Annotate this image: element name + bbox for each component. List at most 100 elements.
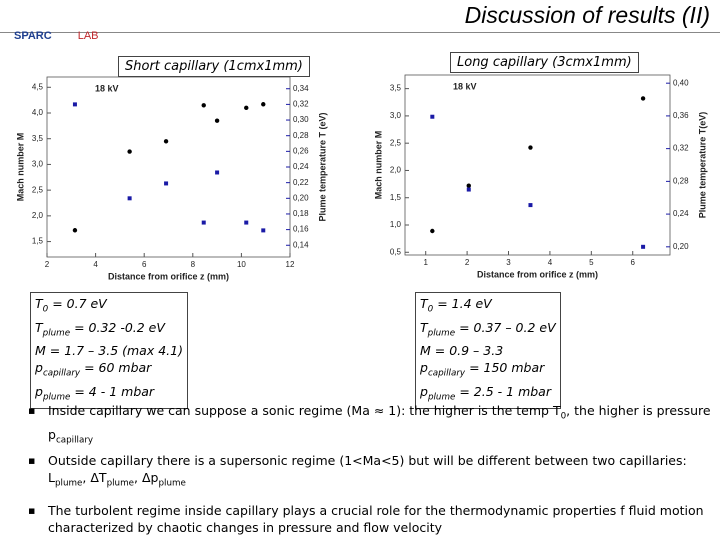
text: T [35, 319, 43, 335]
x-tick-label: 3 [506, 258, 511, 267]
bullet: Inside capillary we can suppose a sonic … [28, 402, 713, 449]
text: M = 1.7 – 3.5 (max 4.1) [35, 343, 183, 358]
text: = 60 mbar [80, 360, 152, 375]
y-tick-label: 0,5 [390, 247, 402, 256]
subscript: plume [42, 328, 71, 338]
x-tick-label: 2 [45, 260, 50, 269]
text: = 0.7 eV [48, 296, 107, 311]
logo-text: SPARC [14, 30, 52, 42]
text: = 1.4 eV [433, 296, 492, 311]
y-tick-label: 1,0 [390, 220, 402, 229]
subscript: 0 [42, 304, 49, 315]
x-tick-label: 8 [191, 260, 196, 269]
param-line: pcapillary = 150 mbar [420, 359, 556, 383]
param-line: T0 = 0.7 eV [35, 295, 183, 319]
y-tick-label: 2,5 [390, 138, 402, 147]
y2-tick-label: 0,40 [673, 78, 689, 87]
y2-tick-label: 0,32 [673, 144, 689, 153]
x-tick-label: 12 [286, 260, 295, 269]
text: = 0.37 – 0.2 eV [455, 319, 556, 335]
point [528, 145, 533, 150]
point [163, 139, 169, 144]
text: = 2.5 - 1 mbar [455, 383, 551, 399]
param-box: T0 = 1.4 eV Tplume = 0.37 – 0.2 eV M = 0.9… [415, 292, 561, 409]
param-line: pplume = 2.5 - 1 mbar [420, 383, 556, 407]
bullet: Outside capillary there is a supersonic … [28, 452, 713, 493]
y-tick-label: 2,5 [32, 185, 44, 194]
y-tick-label: 3,0 [32, 160, 44, 169]
text: The turbolent regime inside capillary pl… [48, 503, 704, 535]
point [430, 228, 435, 234]
point [466, 187, 471, 192]
subscript: capillary [42, 368, 81, 379]
point [215, 170, 220, 175]
point [201, 103, 206, 108]
y2-tick-label: 0,26 [293, 146, 309, 155]
y2-tick-label: 0,14 [293, 240, 309, 249]
point [127, 149, 132, 154]
y-tick-label: 4,5 [32, 82, 44, 91]
param-line: pplume = 4 - 1 mbar [35, 383, 183, 407]
y2-tick-label: 0,16 [293, 225, 309, 234]
y2-tick-label: 0,28 [673, 176, 689, 185]
text: T [420, 296, 428, 311]
point [641, 244, 646, 249]
param-line: Tplume = 0.37 – 0.2 eV [420, 319, 556, 343]
y2-tick-label: 0,22 [293, 178, 309, 187]
y-tick-label: 3,5 [390, 84, 402, 93]
panel-caption: Short capillary (1cmx1mm) [118, 56, 310, 77]
param-line: Tplume = 0.32 -0.2 eV [35, 319, 183, 343]
text: M = 0.9 – 3.3 [420, 343, 504, 358]
y-tick-label: 1,5 [32, 237, 44, 246]
plot-frame [46, 76, 291, 258]
x-tick-label: 4 [548, 258, 553, 267]
subscript: 0 [427, 304, 434, 315]
subscript: capillary [55, 435, 94, 445]
y2-tick-label: 0,20 [293, 193, 309, 202]
point [261, 102, 266, 107]
y-tick-label: 2,0 [390, 166, 402, 175]
plot-frame [404, 74, 671, 256]
logo-text: LAB [77, 30, 99, 42]
point [430, 114, 435, 119]
param-line: T0 = 1.4 eV [420, 295, 556, 319]
annotation: 18 kV [453, 81, 477, 91]
y2-axis-label: Plume temperature T (eV) [317, 112, 327, 221]
point [127, 196, 132, 201]
point [214, 118, 220, 123]
text: Inside capillary we can suppose a sonic … [48, 403, 561, 418]
text: , Δp [134, 470, 159, 485]
text: T [35, 296, 43, 311]
param-box: T0 = 0.7 eV Tplume = 0.32 -0.2 eV M = 1.7 … [30, 292, 188, 409]
y2-tick-label: 0,24 [673, 209, 689, 218]
point [244, 220, 249, 225]
slide-title: Discussion of results (II) [464, 2, 710, 28]
point [72, 102, 77, 107]
y2-tick-label: 0,36 [673, 111, 689, 120]
text: p [35, 383, 43, 399]
y-tick-label: 2,0 [32, 211, 44, 220]
panel-caption: Long capillary (3cmx1mm) [450, 52, 639, 73]
subscript: plume [106, 478, 135, 489]
x-tick-label: 4 [93, 260, 98, 269]
x-tick-label: 10 [237, 260, 246, 269]
text: p [35, 360, 43, 375]
point [640, 96, 646, 101]
text: , ΔT [82, 470, 107, 485]
y2-tick-label: 0,20 [673, 242, 689, 251]
y-axis-label: Mach number M [373, 131, 383, 200]
x-axis-label: Distance from orifice z (mm) [477, 269, 598, 279]
subscript: plume [158, 478, 186, 489]
y-tick-label: 3,5 [32, 134, 44, 143]
y-axis-label: Mach number M [15, 133, 25, 202]
text: = 150 mbar [465, 360, 545, 375]
x-axis-label: Distance from orifice z (mm) [108, 271, 229, 281]
subscript: capillary [427, 368, 466, 379]
x-tick-label: 1 [423, 258, 428, 267]
x-tick-label: 5 [589, 258, 594, 267]
y2-axis-label: Plume temperature T(eV) [697, 112, 707, 219]
logo: SPARC LAB [14, 30, 125, 42]
x-tick-label: 6 [142, 260, 147, 269]
subscript: plume [427, 392, 456, 402]
